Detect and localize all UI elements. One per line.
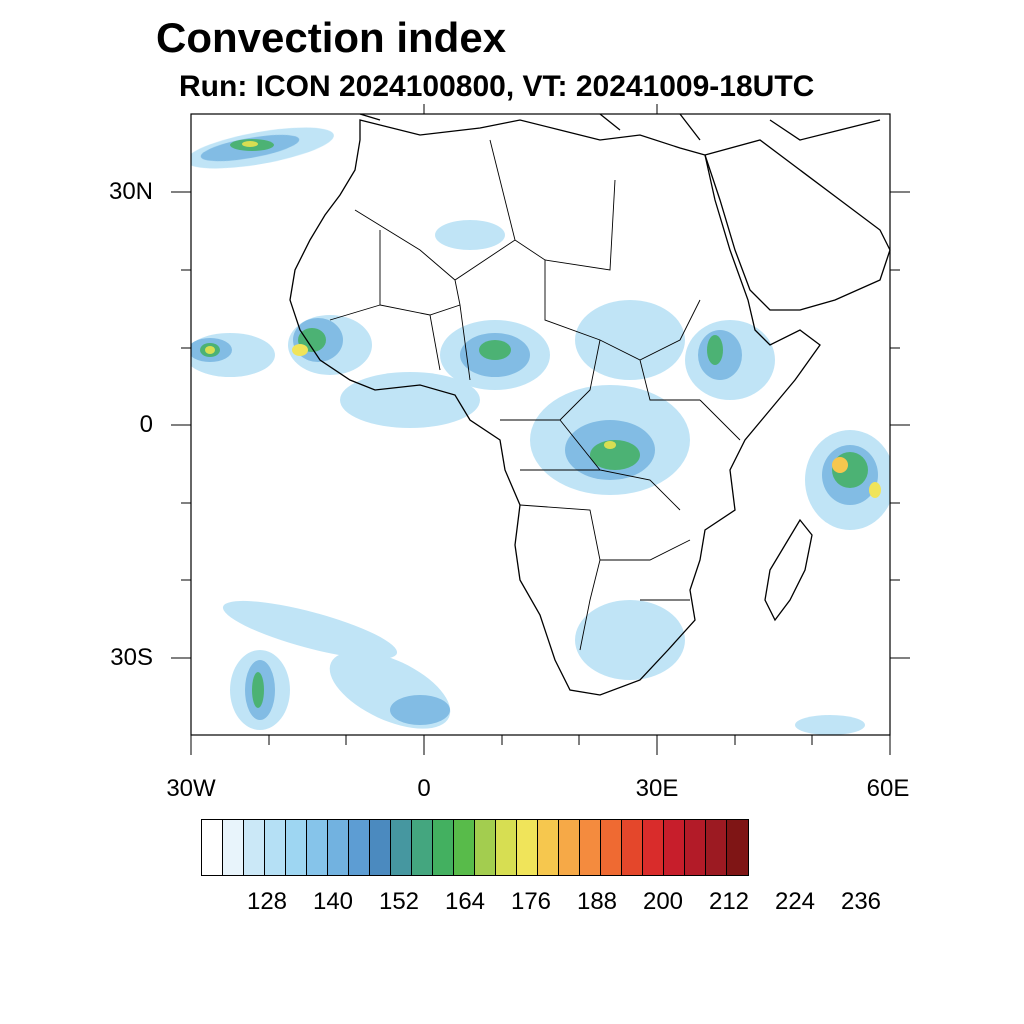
colorbar-swatch xyxy=(601,820,622,875)
colorbar-tick-label: 212 xyxy=(708,888,750,915)
colorbar-swatch xyxy=(412,820,433,875)
field-south-sudan xyxy=(575,300,685,380)
core-central-africa xyxy=(604,441,616,449)
lon-label-0: 0 xyxy=(417,775,431,802)
colorbar-tick-label: 200 xyxy=(642,888,684,915)
colorbar-swatch xyxy=(643,820,664,875)
colorbar-swatch xyxy=(727,820,748,875)
core-west-africa xyxy=(292,344,308,356)
lat-label-30s: 30S xyxy=(110,644,153,671)
lat-label-0: 0 xyxy=(139,411,153,438)
colorbar-swatch xyxy=(370,820,391,875)
colorbar xyxy=(201,819,749,876)
field-et-green xyxy=(707,335,723,365)
country-borders xyxy=(329,139,741,651)
colorbar-swatch xyxy=(223,820,244,875)
colorbar-swatch xyxy=(454,820,475,875)
colorbar-swatch xyxy=(475,820,496,875)
colorbar-swatch xyxy=(664,820,685,875)
lat-label-30n: 30N xyxy=(108,178,153,205)
colorbar-swatch xyxy=(496,820,517,875)
coastlines xyxy=(289,113,891,696)
map-ticks xyxy=(171,104,910,755)
colorbar-tick-label: 140 xyxy=(312,888,354,915)
field-ng-green xyxy=(479,340,511,360)
map-subtitle: Run: ICON 2024100800, VT: 20241009-18UTC xyxy=(179,70,815,103)
core-nw xyxy=(242,141,258,147)
field-ca-green xyxy=(590,440,640,470)
arabia-coastline xyxy=(704,139,891,311)
field-south-atlantic-a xyxy=(222,600,398,660)
colorbar-swatch xyxy=(307,820,328,875)
colorbar-swatch xyxy=(286,820,307,875)
colorbar-tick-label: 176 xyxy=(510,888,552,915)
colorbar-swatch xyxy=(202,820,223,875)
colorbar-swatch xyxy=(622,820,643,875)
field-sahara xyxy=(435,220,505,250)
lon-label-30w: 30W xyxy=(166,775,216,802)
field-gulf-guinea xyxy=(340,372,480,428)
madagascar-coastline xyxy=(764,518,813,622)
colorbar-tick-label: 236 xyxy=(840,888,882,915)
core-indian-ocean xyxy=(832,457,848,473)
core-indian-ocean-2 xyxy=(869,482,881,498)
map-title: Convection index xyxy=(156,14,507,61)
colorbar-swatch xyxy=(244,820,265,875)
convection-field xyxy=(191,127,890,735)
colorbar-tick-label: 164 xyxy=(444,888,486,915)
colorbar-swatch xyxy=(391,820,412,875)
field-sa-green xyxy=(252,672,264,708)
colorbar-tick-label: 128 xyxy=(246,888,288,915)
europe-coastline xyxy=(359,113,881,141)
lon-label-60e: 60E xyxy=(866,775,910,802)
africa-coastline xyxy=(289,119,821,696)
colorbar-swatch xyxy=(685,820,706,875)
border-lines xyxy=(329,139,741,651)
field-mozambique-channel xyxy=(795,715,865,735)
colorbar-swatch xyxy=(559,820,580,875)
field-southern-africa xyxy=(575,600,685,680)
field-sa2-medium xyxy=(390,695,450,725)
colorbar-swatch xyxy=(433,820,454,875)
core-atlantic xyxy=(205,346,215,354)
colorbar-tick-label: 224 xyxy=(774,888,816,915)
lon-label-30e: 30E xyxy=(635,775,679,802)
colorbar-swatch xyxy=(538,820,559,875)
colorbar-tick-label: 188 xyxy=(576,888,618,915)
colorbar-swatch xyxy=(328,820,349,875)
colorbar-swatch xyxy=(517,820,538,875)
colorbar-tick-label: 152 xyxy=(378,888,420,915)
colorbar-swatch xyxy=(265,820,286,875)
colorbar-swatch xyxy=(349,820,370,875)
colorbar-swatch xyxy=(580,820,601,875)
colorbar-swatch xyxy=(706,820,727,875)
